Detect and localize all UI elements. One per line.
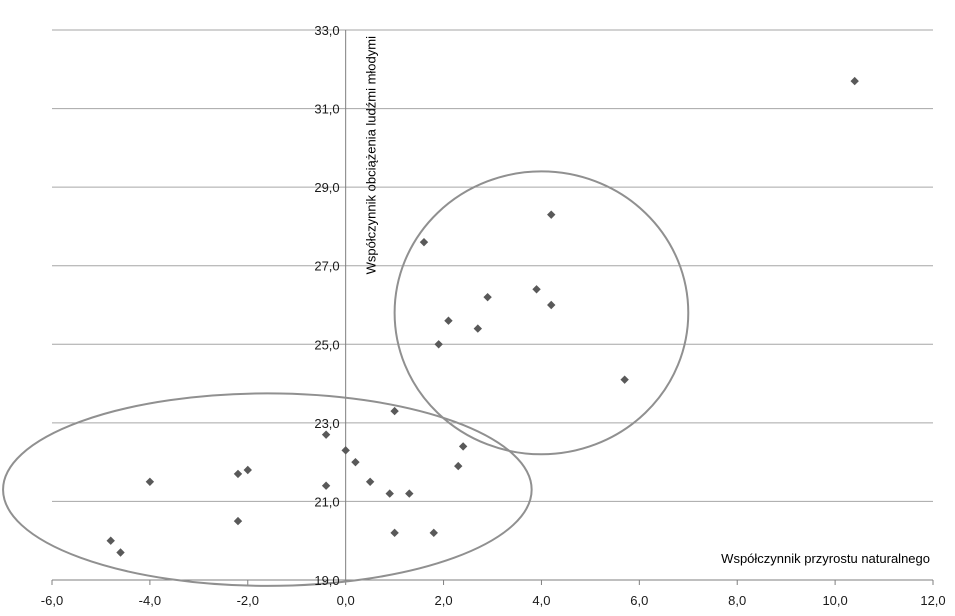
x-tick-label: 8,0	[728, 593, 746, 608]
data-point	[351, 457, 360, 467]
x-tick-label: 2,0	[435, 593, 453, 608]
data-point	[385, 489, 394, 498]
axes	[51, 30, 934, 585]
x-axis-title: Współczynnik przyrostu naturalnego	[721, 551, 930, 566]
data-point	[233, 469, 243, 479]
data-point	[365, 477, 375, 486]
data-point	[145, 477, 155, 486]
y-tick-label: 21,0	[314, 494, 339, 509]
x-tick-label: 4,0	[532, 593, 550, 608]
cluster-ellipse	[2, 392, 533, 587]
x-tick-label: 10,0	[822, 593, 847, 608]
data-points	[106, 76, 859, 557]
data-point	[483, 292, 492, 302]
y-tick-label: 31,0	[314, 102, 339, 117]
data-point	[454, 461, 463, 471]
x-tick-label: -6,0	[41, 593, 63, 608]
y-tick-label: 33,0	[314, 23, 339, 38]
x-tick-label: 0,0	[337, 593, 355, 608]
data-point	[243, 465, 252, 475]
cluster-ellipses	[2, 170, 690, 587]
y-axis-title: Współczynnik obciążenia ludźmi młodymi	[364, 36, 379, 275]
data-point	[106, 536, 115, 545]
x-tick-label: -2,0	[237, 593, 259, 608]
data-point	[429, 528, 438, 538]
y-tick-label: 29,0	[314, 180, 339, 195]
data-point	[405, 489, 414, 498]
data-point	[390, 528, 399, 538]
data-point	[321, 481, 331, 490]
y-tick-label: 19,0	[314, 573, 339, 588]
data-point	[850, 76, 859, 86]
x-tick-label: 12,0	[920, 593, 945, 608]
data-point	[444, 316, 453, 325]
data-point	[434, 340, 443, 349]
data-point	[321, 430, 331, 439]
x-tick-label: -4,0	[139, 593, 161, 608]
data-point	[532, 285, 541, 294]
data-point	[547, 210, 556, 219]
cluster-ellipse	[393, 170, 690, 456]
y-tick-label: 27,0	[314, 259, 339, 274]
data-point	[419, 237, 429, 247]
data-point	[233, 516, 243, 526]
data-point	[458, 442, 468, 451]
tick-labels: 19,0 21,0 23,0 25,0 27,0 29,0 31,0 33,0 -6,0 -4,0…	[41, 23, 946, 608]
data-point	[620, 375, 629, 384]
data-point	[116, 548, 125, 557]
data-point	[547, 300, 556, 310]
gridlines	[52, 29, 933, 581]
x-tick-label: 6,0	[630, 593, 648, 608]
y-tick-label: 25,0	[314, 337, 339, 352]
y-tick-label: 23,0	[314, 416, 339, 431]
data-point	[473, 324, 483, 333]
data-point	[341, 446, 350, 455]
data-point	[390, 406, 399, 416]
